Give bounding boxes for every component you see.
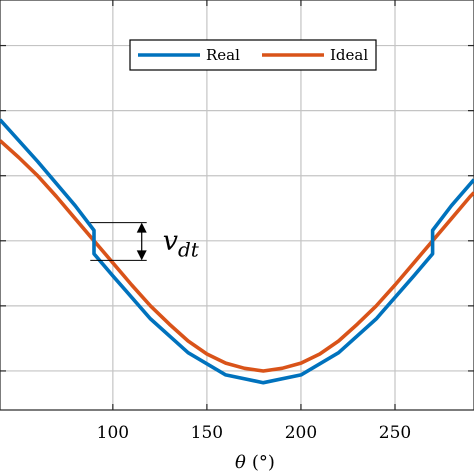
annotation-label-main: v <box>163 225 178 256</box>
x-axis-symbol: θ <box>235 452 246 473</box>
series-lines <box>0 118 474 385</box>
legend-label-real: Real <box>206 46 240 64</box>
x-tick-label: 250 <box>379 423 411 443</box>
annotation-arrow-up-head <box>136 222 147 233</box>
series-line-ideal <box>0 139 474 373</box>
x-tick-label: 150 <box>191 423 223 443</box>
x-axis-unit: (°) <box>252 452 275 473</box>
annotation-arrow-down-head <box>136 250 147 261</box>
x-tick-label: 100 <box>97 423 129 443</box>
legend: Real Ideal <box>129 39 377 71</box>
plot-frame <box>0 0 474 411</box>
legend-label-ideal: Ideal <box>330 46 368 64</box>
annotation-label-subscript: dt <box>178 237 200 261</box>
annotation-label: vdt <box>163 225 200 261</box>
x-axis-label: θ (°) <box>235 452 275 473</box>
x-tick-label: 200 <box>285 423 317 443</box>
vdt-annotation: vdt <box>90 222 200 261</box>
series-line-real <box>0 118 474 385</box>
x-ticks: 100 150 200 250 <box>0 0 474 443</box>
